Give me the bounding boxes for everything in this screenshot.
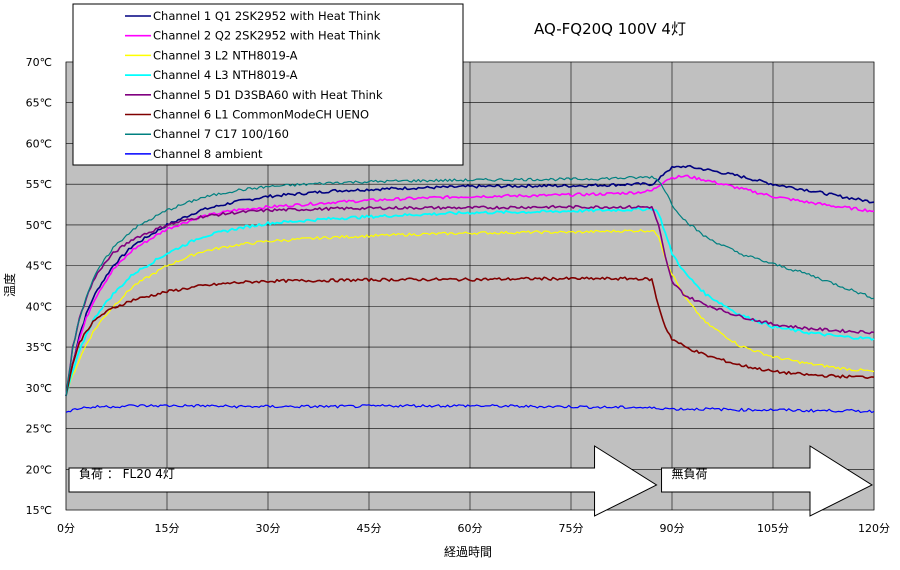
x-tick-label: 90分 [660, 522, 685, 535]
x-tick-label: 60分 [458, 522, 483, 535]
legend-entry: Channel 5 D1 D3SBA60 with Heat Think [153, 88, 383, 102]
y-tick-label: 25℃ [26, 423, 52, 436]
y-tick-label: 45℃ [26, 260, 52, 273]
x-axis-label: 経過時間 [444, 545, 492, 559]
legend: Channel 1 Q1 2SK2952 with Heat Think Chan… [72, 3, 464, 166]
legend-entry: Channel 4 L3 NTH8019-A [153, 68, 298, 82]
load-annotations: 負荷 ： FL20 4灯 無負荷 [68, 445, 874, 517]
axis-ticks: 15℃ 20℃ 25℃ 30℃ 35℃ 40℃ 45℃ 50℃ 55℃ 60℃ 65℃ 70℃ 0分 15… [26, 56, 890, 535]
y-tick-label: 70℃ [26, 56, 52, 69]
y-tick-label: 65℃ [26, 97, 52, 110]
series-lines [65, 164, 875, 414]
legend-entry: Channel 3 L2 NTH8019-A [153, 48, 298, 62]
series-line [65, 164, 875, 397]
series-line [65, 276, 875, 397]
load-arrow [661, 445, 874, 517]
x-tick-label: 30分 [256, 522, 281, 535]
legend-box [72, 3, 464, 166]
load-arrow-label: 負荷 ： FL20 4灯 [79, 467, 175, 481]
x-tick-label: 75分 [559, 522, 584, 535]
series-line [65, 229, 875, 397]
y-tick-label: 60℃ [26, 137, 52, 150]
legend-entry: Channel 2 Q2 2SK2952 with Heat Think [153, 29, 381, 43]
chart-title: AQ-FQ20Q 100V 4灯 [534, 20, 686, 38]
legend-entry: Channel 1 Q1 2SK2952 with Heat Think [153, 9, 381, 23]
legend-entry: Channel 6 L1 CommonModeCH UENO [153, 108, 369, 122]
legend-entry: Channel 7 C17 100/160 [153, 127, 289, 141]
load-arrow-label: 無負荷 [672, 466, 708, 481]
y-tick-label: 20℃ [26, 463, 52, 476]
series-line [65, 404, 875, 414]
legend-entry: Channel 8 ambient [153, 147, 263, 161]
series-line [65, 204, 875, 397]
series-line [65, 175, 875, 397]
y-tick-label: 40℃ [26, 300, 52, 313]
y-tick-label: 35℃ [26, 341, 52, 354]
x-tick-label: 45分 [357, 522, 382, 535]
x-tick-label: 0分 [57, 522, 75, 535]
y-axis-label: 温度 [2, 273, 17, 297]
x-tick-label: 120分 [858, 522, 890, 535]
x-tick-label: 15分 [155, 522, 180, 535]
y-tick-label: 50℃ [26, 219, 52, 232]
y-tick-label: 15℃ [26, 504, 52, 517]
y-tick-label: 30℃ [26, 382, 52, 395]
x-tick-label: 105分 [757, 522, 789, 535]
load-arrow [68, 445, 658, 517]
y-tick-label: 55℃ [26, 178, 52, 191]
